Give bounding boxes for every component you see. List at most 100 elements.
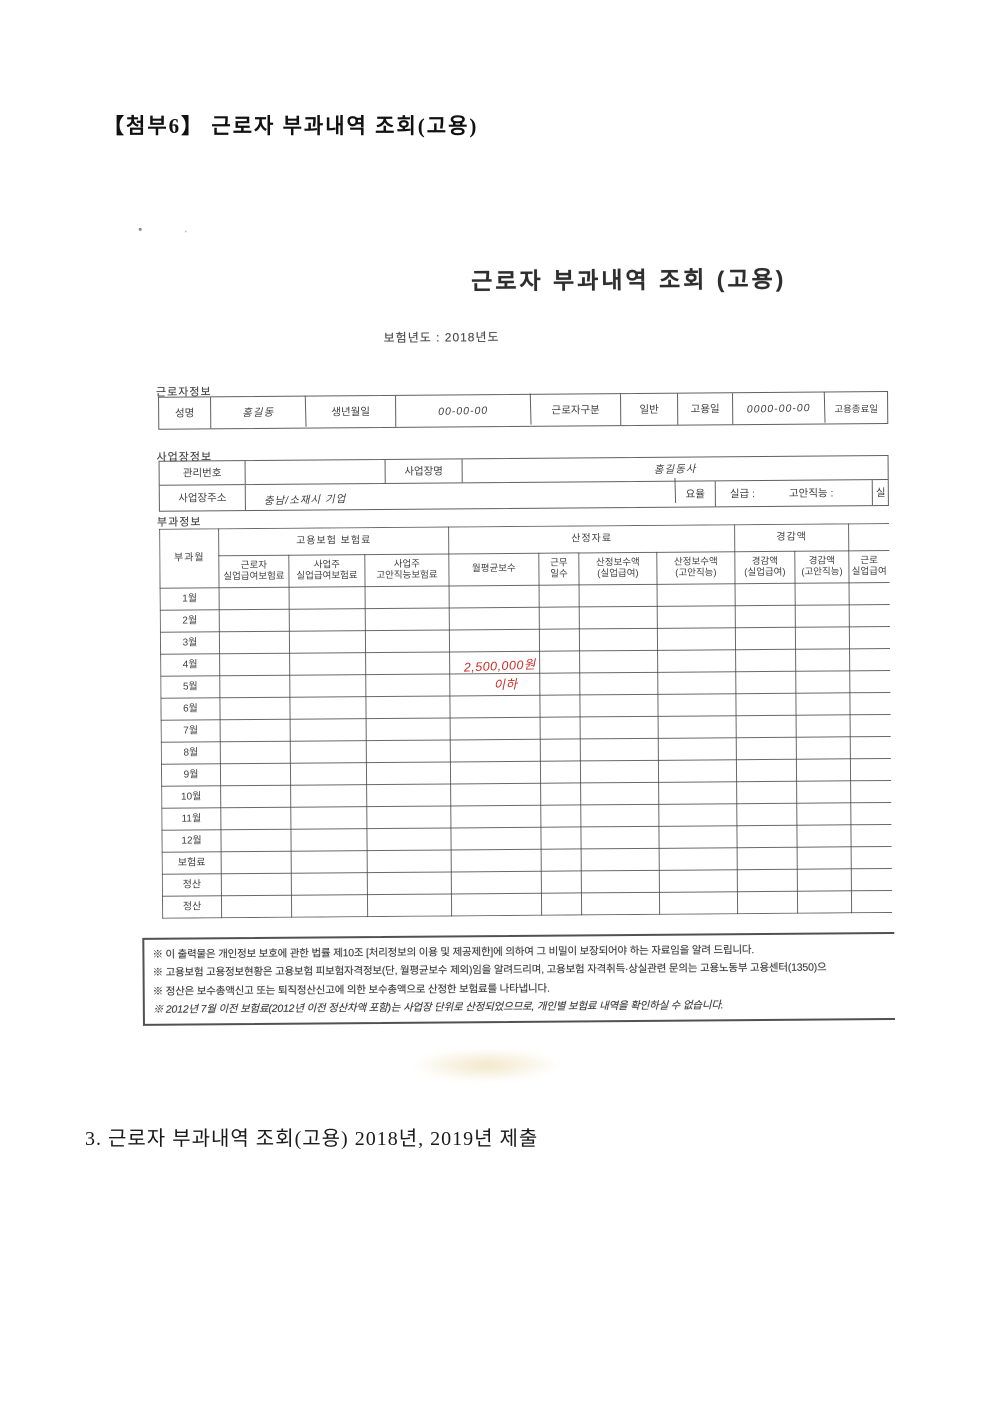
levy-cell (580, 738, 659, 761)
levy-cell (220, 785, 291, 808)
levy-cell (797, 868, 852, 892)
levy-cell (735, 649, 796, 672)
levy-cell (540, 804, 581, 828)
levy-cell (581, 870, 660, 893)
levy-cell (795, 626, 850, 650)
levy-cell (579, 606, 658, 629)
levy-cell (735, 627, 796, 650)
levy-group-reduction: 경감액 (734, 523, 849, 552)
levy-cell (737, 847, 798, 870)
handwritten-annotation: 2,500,000원 이하 (455, 655, 545, 696)
levy-cell (796, 758, 851, 782)
levy-cell (658, 759, 737, 783)
levy-cell (580, 760, 659, 783)
levy-row-label: 12월 (161, 829, 222, 853)
levy-cell (290, 806, 367, 830)
levy-cell (221, 851, 292, 874)
levy-cell (219, 675, 290, 698)
levy-row: 정산 (162, 890, 892, 919)
levy-cell (659, 847, 738, 871)
levy-row-label: 7월 (161, 719, 221, 743)
levy-cell (796, 736, 851, 760)
scanned-document: 근로자 부과내역 조회 (고용) 보험년도 : 2018년도 근로자정보 성명 … (115, 202, 902, 1088)
levy-cell (658, 825, 738, 849)
levy-cell (450, 739, 541, 762)
levy-col-header: 근로자 실업급여보험료 (218, 555, 290, 588)
levy-cell (366, 827, 452, 851)
levy-cell (366, 717, 451, 741)
levy-cell (851, 846, 892, 869)
levy-row-label: 정산 (162, 873, 222, 897)
rate-item-jobskill: 고안직능 : (788, 487, 834, 500)
levy-cell (449, 629, 540, 652)
levy-col-header: 사업주 실업급여보험료 (288, 554, 366, 588)
levy-cell (541, 892, 582, 916)
levy-cell (450, 717, 541, 740)
scan-title: 근로자 부과내역 조회 (고용) (471, 265, 787, 295)
document-caption: 3. 근로자 부과내역 조회(고용) 2018년, 2019년 제출 (85, 1128, 539, 1150)
levy-cell (289, 652, 366, 676)
levy-cell (796, 824, 852, 848)
levy-cell (221, 895, 292, 918)
levy-cell (657, 583, 736, 607)
worker-type-value: 일반 (621, 393, 679, 426)
levy-cell (795, 604, 850, 628)
workplace-addr-label: 사업장주소 (159, 485, 246, 511)
workplace-mgmtno-label: 관리번호 (159, 461, 246, 485)
levy-cell (451, 893, 542, 916)
levy-cell (850, 758, 891, 781)
levy-row-label: 6월 (160, 697, 221, 721)
levy-cell (219, 697, 291, 720)
levy-cell (659, 891, 738, 915)
levy-cell (291, 850, 368, 874)
levy-cell (579, 672, 658, 695)
levy-col-header: 월평균보수 (448, 553, 540, 586)
levy-cell (219, 587, 290, 610)
levy-cell (540, 716, 581, 740)
levy-cell (541, 870, 582, 894)
levy-cell (658, 803, 737, 827)
rate-item-salary: 실급 : (729, 488, 756, 501)
levy-cell (849, 692, 891, 715)
levy-cell (290, 828, 368, 852)
levy-cell (658, 781, 737, 805)
levy-col-header: 근무 일수 (538, 552, 580, 586)
worker-birth-label: 생년월일 (306, 395, 397, 428)
levy-cell (736, 759, 797, 782)
levy-cell (366, 783, 451, 807)
workplace-edge-fragment: 실 (875, 487, 886, 500)
levy-cell (849, 626, 890, 649)
levy-cell (220, 719, 291, 742)
levy-row-label: 정산 (162, 895, 222, 919)
levy-row-label: 5월 (160, 675, 220, 699)
levy-row-label: 10월 (161, 785, 221, 809)
levy-col-header: 경감액 (실업급여) (734, 551, 796, 584)
levy-cell (657, 649, 736, 673)
levy-cell (450, 761, 541, 784)
insurance-year: 보험년도 : 2018년도 (383, 330, 500, 345)
levy-row-label: 4월 (160, 653, 220, 677)
worker-name-label: 성명 (159, 397, 212, 429)
levy-cell (291, 872, 368, 896)
levy-cell (449, 695, 541, 718)
levy-cell (365, 651, 450, 675)
workplace-info-row2: 사업장주소 충남/소재시 기업 요율 실급 : 고안직능 : 실 (158, 477, 889, 514)
levy-cell (539, 628, 580, 652)
levy-cell (736, 825, 798, 848)
levy-cell (290, 762, 367, 786)
levy-cell (657, 627, 736, 651)
levy-cell (540, 782, 581, 806)
levy-cell (657, 605, 736, 629)
levy-group-calculation-data: 산정자료 (448, 524, 735, 554)
levy-cell (795, 670, 850, 694)
levy-cell (289, 586, 366, 610)
levy-cell (850, 780, 891, 803)
levy-cell (367, 849, 452, 873)
levy-cell (581, 892, 660, 915)
levy-cell (366, 761, 451, 785)
levy-cell (289, 696, 367, 720)
levy-cell (797, 890, 852, 914)
levy-table-wrap: 부과월 고용보험 보험료 산정자료 경감액 근로자 실업급여보험료 사업주 실업… (159, 523, 893, 919)
levy-row-label: 8월 (161, 741, 221, 765)
levy-cell (737, 869, 798, 892)
